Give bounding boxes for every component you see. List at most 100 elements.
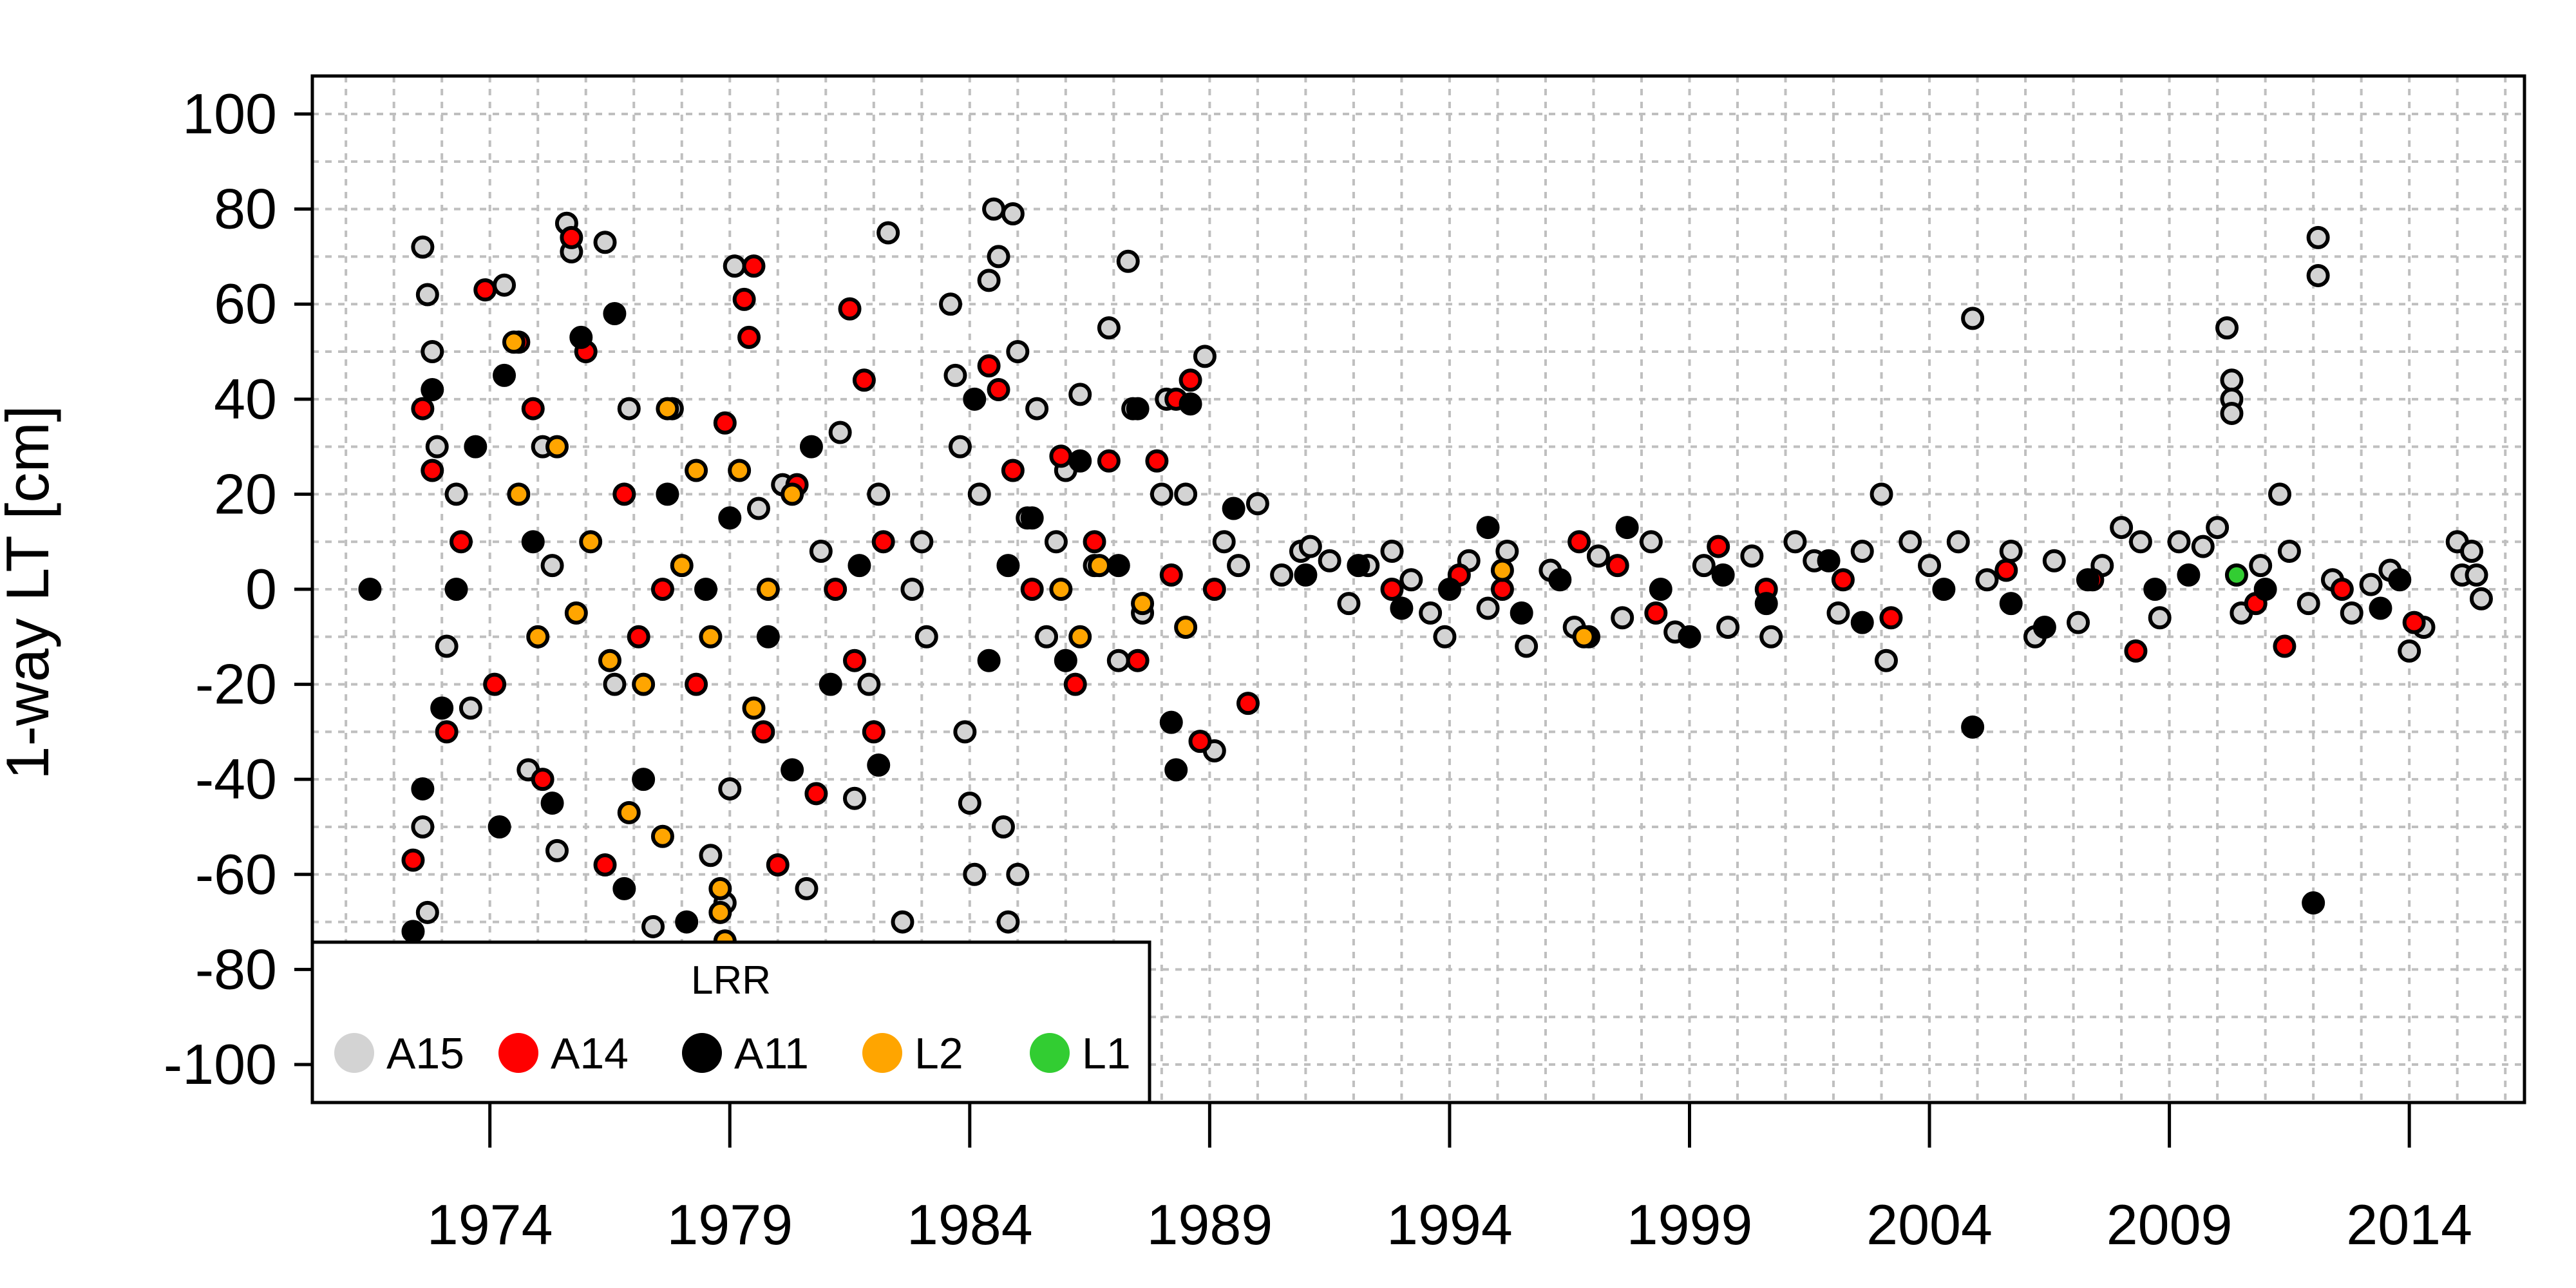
data-point-a15 [1999, 539, 2023, 563]
data-point-a15 [1639, 530, 1663, 554]
data-point-a14 [593, 853, 617, 877]
data-point-a15 [1433, 625, 1457, 649]
data-point-a14 [824, 578, 848, 601]
data-point-a14 [2273, 634, 2297, 658]
data-point-l2 [728, 459, 752, 482]
x-tick-label: 1979 [667, 1193, 793, 1256]
data-point-a14 [521, 397, 545, 421]
data-point-l2 [502, 330, 526, 354]
data-point-a11 [1476, 516, 1500, 540]
data-point-a14 [1097, 449, 1121, 473]
legend-marker-a11 [682, 1033, 722, 1073]
data-point-l2 [1490, 558, 1514, 582]
data-point-l2 [632, 672, 656, 696]
data-point-a15 [411, 235, 435, 259]
data-point-a11 [1294, 563, 1318, 587]
legend-label-a14: A14 [551, 1029, 629, 1078]
data-point-a15 [914, 625, 938, 649]
data-point-a11 [1179, 392, 1202, 416]
data-point-a15 [1106, 649, 1130, 672]
data-point-a15 [459, 696, 482, 720]
data-point-a15 [1193, 345, 1217, 368]
data-point-a14 [449, 530, 473, 554]
data-point-a15 [1946, 530, 1970, 554]
data-point-l2 [781, 482, 804, 506]
data-point-a15 [1380, 539, 1404, 563]
data-point-l2 [685, 459, 708, 482]
y-tick-label: 80 [214, 177, 277, 241]
data-point-a15 [2148, 606, 2172, 630]
data-point-l2 [656, 397, 679, 421]
data-point-a15 [593, 231, 617, 254]
data-point-a15 [2359, 573, 2383, 596]
data-point-a15 [1783, 530, 1807, 554]
data-point-a15 [2469, 587, 2493, 611]
data-point-a15 [939, 292, 963, 316]
data-point-a15 [540, 554, 564, 578]
data-point-a11 [411, 777, 435, 800]
data-point-a11 [819, 672, 842, 696]
data-point-a15 [1419, 601, 1443, 625]
data-point-a15 [2306, 225, 2330, 249]
data-point-a14 [435, 720, 459, 744]
data-point-a15 [415, 283, 439, 307]
data-point-a15 [953, 720, 977, 744]
data-point-a14 [1001, 459, 1025, 482]
data-point-a11 [2302, 891, 2325, 915]
data-point-a15 [1515, 634, 1539, 658]
data-point-a15 [699, 844, 723, 867]
data-point-l2 [1572, 625, 1596, 649]
data-point-a15 [1006, 862, 1030, 886]
data-point-a15 [1174, 482, 1198, 506]
data-point-a15 [1716, 616, 1740, 639]
data-point-a15 [411, 815, 435, 838]
data-point-a14 [852, 368, 876, 392]
data-point-a14 [1567, 530, 1591, 554]
data-point-a15 [1044, 530, 1068, 554]
data-point-a14 [766, 853, 790, 877]
data-point-a15 [2220, 401, 2244, 425]
data-point-a15 [2206, 516, 2230, 540]
data-point-a14 [1879, 606, 1903, 630]
legend: LRR A15 A14 A11 L2 L1 [310, 940, 1151, 1104]
legend-marker-a15 [334, 1033, 374, 1073]
data-point-a14 [1145, 449, 1169, 473]
data-point-a14 [842, 649, 866, 672]
legend-entries: A15 A14 A11 L2 L1 [334, 1029, 1131, 1078]
data-point-a14 [411, 397, 435, 421]
data-point-a15 [958, 791, 981, 815]
data-point-a14 [1126, 649, 1150, 672]
data-point-a15 [1116, 249, 1140, 273]
data-point-a15 [876, 221, 900, 245]
data-point-a15 [1399, 568, 1423, 592]
data-point-a11 [781, 758, 804, 782]
data-point-a11 [2253, 578, 2277, 601]
data-point-a11 [1999, 592, 2023, 616]
data-point-a15 [1318, 549, 1341, 573]
data-point-a15 [1611, 606, 1634, 630]
data-point-a11 [1126, 397, 1150, 421]
data-point-l2 [699, 625, 723, 649]
data-point-a14 [1605, 554, 1629, 578]
data-point-a14 [871, 530, 895, 554]
data-point-a11 [2177, 563, 2201, 587]
x-tick-label: 1984 [907, 1193, 1033, 1256]
data-point-a11 [358, 578, 382, 601]
data-point-a11 [2076, 568, 2099, 592]
data-point-a14 [650, 578, 674, 601]
y-tick-label: -60 [195, 842, 277, 906]
data-point-a14 [713, 411, 737, 435]
data-point-l2 [579, 530, 603, 554]
data-point-a15 [2398, 639, 2421, 663]
data-point-a14 [473, 278, 497, 302]
data-point-a11 [848, 554, 871, 578]
data-point-a14 [685, 672, 708, 696]
x-tick-label: 1989 [1146, 1193, 1273, 1256]
data-point-a15 [1068, 383, 1092, 406]
data-point-a11 [1054, 649, 1077, 672]
legend-marker-l1 [1030, 1033, 1070, 1073]
data-point-l2 [756, 578, 780, 601]
y-tick-label: -40 [195, 747, 277, 811]
data-point-a15 [1227, 554, 1251, 578]
